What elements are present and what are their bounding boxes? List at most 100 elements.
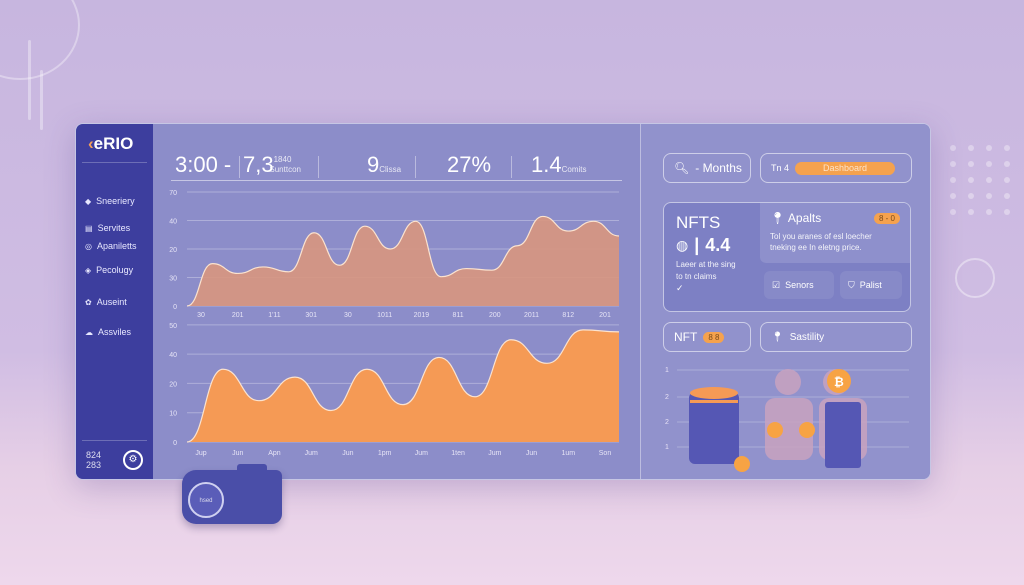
sidebar-item-label: Apaniletts — [96, 241, 137, 251]
divider — [171, 180, 622, 181]
sidebar-item-pecolugy[interactable]: ◈ Pecolugy — [85, 265, 133, 275]
x-tick-label: 2011 — [524, 312, 539, 319]
footer-stats: 824 283 — [86, 450, 102, 470]
tick-label: 2 — [665, 419, 669, 426]
decorative-line — [28, 40, 31, 120]
tag-icon: ◈ — [85, 265, 92, 275]
decorative-ring — [0, 0, 80, 80]
x-tick-label: 200 — [489, 312, 501, 319]
apalts-badge: 8 - 0 — [873, 212, 900, 224]
sidebar-item-sneeriery[interactable]: ◆ Sneeriery — [85, 196, 135, 206]
svg-text:₿: ₿ — [834, 375, 844, 389]
y-tick-label: 20 — [169, 247, 177, 254]
nft-title: NFTS — [676, 213, 721, 232]
x-tick-label: 2019 — [414, 312, 430, 319]
y-tick-label: 0 — [173, 440, 177, 447]
y-tick-label: 10 — [169, 411, 177, 418]
area-fill — [187, 329, 619, 442]
apalts-panel: 📍︎ Apalts 8 - 0 Tol you aranes of esl loe… — [760, 203, 910, 263]
stat-clips: 9Clissa — [367, 152, 402, 177]
sidebar: ‹eRIO ◆ Sneeriery ▤ Servites ◎ Apaniletts ◈… — [76, 124, 153, 479]
x-tick-label: 201 — [599, 312, 611, 319]
nft-badge: 8 8 — [703, 331, 725, 343]
nft-pill[interactable]: NFT 8 8 — [663, 322, 751, 352]
sidebar-item-label: Pecolugy — [96, 265, 134, 275]
months-search[interactable]: 🔍︎ - Months — [663, 153, 751, 183]
decorative-dots — [950, 145, 1012, 215]
x-tick-label: 811 — [453, 312, 464, 319]
sidebar-item-label: Sneeriery — [96, 196, 135, 206]
sidebar-item-label: Assviles — [98, 327, 132, 337]
sidebar-item-apaniletts[interactable]: ◎ Apaniletts — [85, 241, 137, 251]
nft-description: Laeer at the sing to tn claims — [676, 260, 736, 281]
sidebar-item-auseint[interactable]: ✿ Auseint — [85, 297, 127, 307]
apalts-description: Tol you aranes of esl loecher tneking ee … — [770, 232, 872, 252]
y-tick-label: 50 — [169, 323, 177, 330]
leaf-icon: ◆ — [85, 196, 92, 206]
area-fill — [187, 216, 619, 306]
nft-value: ◍ | 4.4 — [676, 235, 731, 255]
range-selector[interactable]: Tn 4 Dashboard — [760, 153, 912, 183]
x-tick-label: Jum — [415, 450, 428, 457]
right-panel: 🔍︎ - Months Tn 4 Dashboard NFTS ◍ | 4.4 Laee… — [640, 124, 930, 479]
sidebar-item-label: Auseint — [96, 297, 127, 307]
range-label: Tn 4 — [771, 163, 790, 173]
apalts-title: 📍︎ Apalts — [770, 211, 822, 225]
shield-icon: ⛉ — [848, 279, 855, 290]
x-tick-label: Jup — [195, 450, 206, 457]
x-tick-label: Jun — [232, 450, 243, 457]
divider — [82, 440, 147, 441]
sastility-pill[interactable]: 📍︎ Sastility — [760, 322, 912, 352]
dashboard-window: ‹eRIO ◆ Sneeriery ▤ Servites ◎ Apaniletts ◈… — [75, 123, 931, 480]
chevron-down-icon[interactable]: ✓ — [676, 283, 684, 293]
dashboard-button[interactable]: Dashboard — [795, 161, 896, 175]
x-tick-label: Jun — [342, 450, 353, 457]
x-tick-label: 30 — [344, 312, 352, 319]
x-tick-label: Son — [599, 450, 612, 457]
hardware-wallet-device: hsed — [182, 464, 282, 524]
divider — [82, 162, 147, 163]
x-tick-label: Jum — [488, 450, 501, 457]
decorative-line — [40, 70, 43, 130]
palist-button[interactable]: ⛉ Palist — [840, 271, 902, 299]
y-tick-label: 70 — [169, 190, 177, 197]
shield-badge-icon[interactable]: ⚙ — [123, 450, 143, 470]
gear-icon: ✿ — [85, 297, 92, 307]
y-tick-label: 0 — [173, 304, 177, 311]
y-tick-label: 40 — [169, 219, 177, 226]
main-panel: 3:00 - 7,31840Sunttcon 9Clissa 27% 1.4Co… — [153, 124, 640, 479]
x-tick-label: 201 — [232, 312, 244, 319]
sidebar-item-assviles[interactable]: ☁ Assviles — [85, 327, 131, 337]
cylinder-icon — [825, 402, 861, 468]
y-tick-label: 40 — [169, 352, 177, 359]
jar-icon: ◍ — [676, 237, 689, 253]
divider — [239, 156, 240, 178]
user-avatar-icon[interactable] — [955, 258, 995, 298]
tick-label: 2 — [665, 394, 669, 401]
checkbox-icon: ☑ — [772, 279, 781, 290]
stat-count: 7,31840Sunttcon — [243, 152, 301, 177]
x-tick-label: 1um — [561, 450, 575, 457]
sidebar-item-servites[interactable]: ▤ Servites — [85, 223, 130, 233]
coin-icon — [734, 369, 851, 472]
divider — [511, 156, 512, 178]
logo[interactable]: ‹eRIO — [88, 134, 134, 153]
grid-icon: ▤ — [85, 223, 93, 233]
y-tick-label: 30 — [169, 276, 177, 283]
circle-icon: ◎ — [85, 241, 92, 251]
x-tick-label: 1011 — [377, 312, 392, 319]
x-tick-label: Jun — [526, 450, 537, 457]
search-icon: 🔍︎ — [674, 161, 690, 175]
search-label: - Months — [695, 161, 742, 175]
x-tick-label: Jum — [305, 450, 318, 457]
stat-comits: 1.4Comits — [531, 152, 587, 177]
divider — [318, 156, 319, 178]
jar-icon — [689, 387, 739, 464]
x-tick-label: 1'11 — [268, 312, 281, 319]
x-tick-label: 812 — [562, 312, 574, 319]
nft-card: NFTS ◍ | 4.4 Laeer at the sing to tn claims… — [663, 202, 911, 312]
stat-time: 3:00 - — [175, 152, 232, 177]
x-tick-label: 301 — [305, 312, 317, 319]
senors-button[interactable]: ☑ Senors — [764, 271, 834, 299]
